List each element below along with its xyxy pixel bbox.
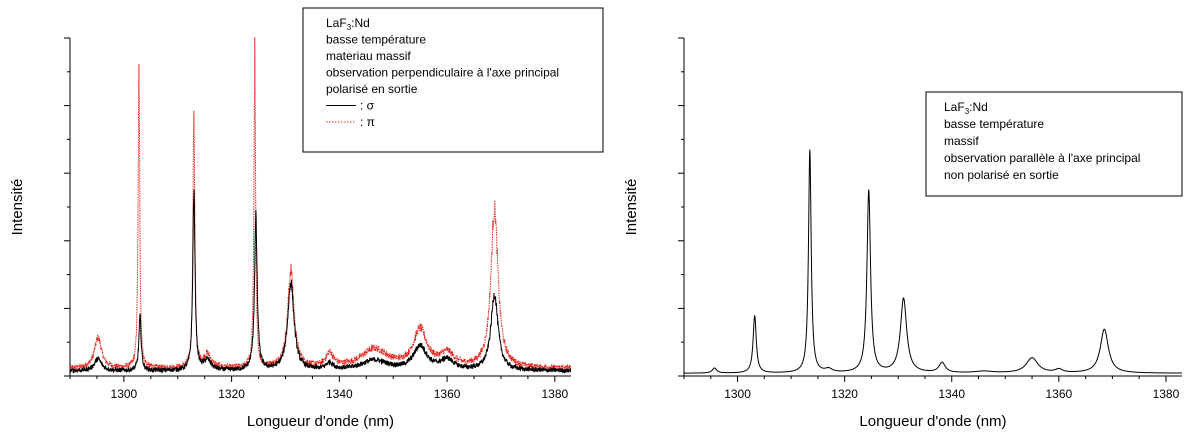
legend-text: LaF: [326, 16, 347, 30]
chart-panel-1: 1300 1320 1340 1360 1380 Longueur d'onde (nm)…: [9, 7, 604, 430]
legend-text-suffix: :Nd: [969, 100, 988, 114]
legend-box: [302, 7, 604, 153]
x-tick-label: 1320: [831, 387, 858, 401]
series-line-1: [684, 149, 1182, 374]
legend-text-line: basse température: [944, 117, 1044, 131]
legend-text-line: observation parallèle à l'axe principal: [944, 151, 1140, 165]
legend-entry-label: : σ: [360, 99, 375, 113]
x-tick-label: 1360: [1045, 387, 1072, 401]
legend-text: polarisé en sortie: [326, 82, 418, 96]
y-axis-title: Intensité: [9, 179, 26, 236]
legend-subscript: 3: [965, 107, 970, 116]
x-tick-label: 1300: [724, 387, 751, 401]
legend-text-line: basse température: [326, 33, 426, 47]
y-axis-title: Intensité: [623, 179, 640, 236]
legend-text-line: LaF3:Nd: [326, 16, 370, 32]
x-tick-label: 1320: [218, 387, 245, 401]
x-tick-label: 1380: [1153, 387, 1180, 401]
legend-text-line: massif: [944, 134, 979, 148]
legend-text: LaF: [944, 100, 965, 114]
legend-text: observation perpendiculaire à l'axe prin…: [326, 66, 559, 80]
x-tick-label: 1340: [938, 387, 965, 401]
x-tick-label: 1360: [434, 387, 461, 401]
legend-box: [925, 91, 1183, 197]
legend-text-line: polarisé en sortie: [326, 82, 418, 96]
x-tick-label: 1380: [541, 387, 568, 401]
legend-text: materiau massif: [326, 49, 411, 63]
chart-panel-2: 1300 1320 1340 1360 1380 Longueur d'onde (nm)…: [623, 37, 1183, 430]
series-line-2: [70, 37, 571, 372]
legend-text: basse température: [944, 117, 1044, 131]
legend-text-line: observation perpendiculaire à l'axe prin…: [326, 66, 559, 80]
series-line-1: [70, 189, 571, 375]
x-axis-title: Longueur d'onde (nm): [859, 413, 1006, 430]
legend-text-suffix: :Nd: [351, 16, 370, 30]
legend-text-line: materiau massif: [326, 49, 411, 63]
legend-text-line: LaF3:Nd: [944, 100, 988, 116]
legend-text: non polarisé en sortie: [944, 168, 1059, 182]
legend-text: observation parallèle à l'axe principal: [944, 151, 1140, 165]
x-axis-title: Longueur d'onde (nm): [247, 413, 394, 430]
legend-entry-label: : π: [360, 115, 375, 129]
x-tick-label: 1300: [111, 387, 138, 401]
legend-text: massif: [944, 134, 979, 148]
legend-text: basse température: [326, 33, 426, 47]
legend-subscript: 3: [347, 23, 352, 32]
x-tick-label: 1340: [326, 387, 353, 401]
legend-text-line: non polarisé en sortie: [944, 168, 1059, 182]
